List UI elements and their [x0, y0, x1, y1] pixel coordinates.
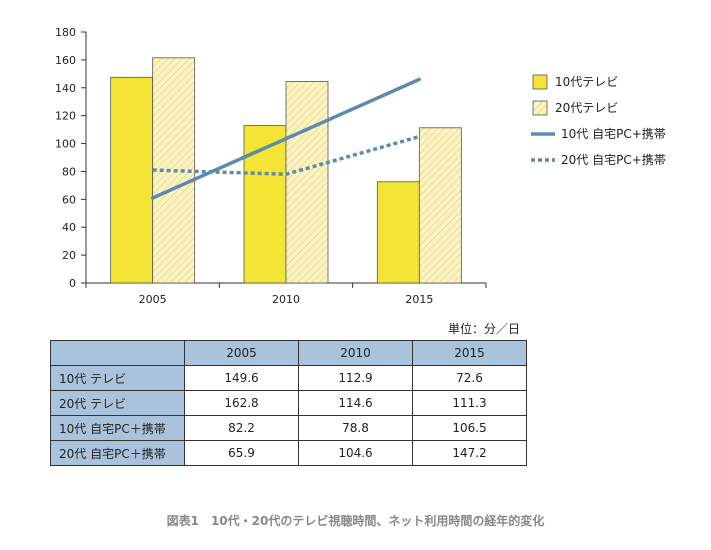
series-line — [150, 77, 422, 200]
x-tick-label: 2010 — [272, 293, 300, 306]
table-cell: 111.3 — [412, 390, 527, 416]
bar — [418, 127, 462, 284]
y-tick-label: 80 — [62, 165, 76, 178]
legend-label: 10代 自宅PC+携帯 — [561, 126, 666, 141]
row-label: 10代 テレビ — [50, 365, 185, 391]
legend: 10代テレビ 20代テレビ 10代 自宅PC+携帯 20代 自宅PC+携帯 — [531, 74, 666, 167]
row-label: 10代 自宅PC＋携帯 — [50, 415, 185, 441]
table-corner-cell — [50, 340, 185, 366]
table-header-cell: 2005 — [184, 340, 299, 366]
bar — [376, 181, 420, 284]
table-cell: 147.2 — [412, 440, 527, 466]
legend-label: 20代 自宅PC+携帯 — [561, 152, 666, 167]
table-cell: 114.6 — [298, 390, 413, 416]
table-row: 20代 自宅PC＋携帯 65.9 104.6 147.2 — [50, 440, 527, 466]
bar — [243, 125, 287, 284]
table-header-row: 2005 2010 2015 — [50, 340, 527, 366]
legend-label: 20代テレビ — [555, 101, 618, 115]
table-cell: 72.6 — [412, 365, 527, 391]
y-tick-label: 40 — [62, 221, 76, 234]
legend-swatch — [532, 74, 548, 90]
y-tick-label: 60 — [62, 193, 76, 206]
table-cell: 104.6 — [298, 440, 413, 466]
tick-labels: 0 20 40 60 80 100 120 140 160 180 2005 2010 2015 — [55, 26, 433, 306]
data-table: 2005 2010 2015 10代 テレビ 149.6 112.9 72.6 … — [50, 340, 527, 466]
table-row: 10代 自宅PC＋携帯 82.2 78.8 106.5 — [50, 415, 527, 441]
figure-caption: 図表1 10代・20代のテレビ視聴時間、ネット利用時間の経年的変化 — [166, 514, 545, 528]
table-row: 10代 テレビ 149.6 112.9 72.6 — [50, 365, 527, 391]
series-line — [152, 134, 420, 176]
table-cell: 78.8 — [298, 415, 413, 441]
table-cell: 106.5 — [412, 415, 527, 441]
y-tick-label: 100 — [55, 138, 76, 151]
row-label: 20代 テレビ — [50, 390, 185, 416]
table-header-cell: 2015 — [412, 340, 527, 366]
bar — [285, 81, 329, 284]
legend-label: 10代テレビ — [555, 75, 618, 89]
y-tick-label: 140 — [55, 82, 76, 95]
y-tick-label: 120 — [55, 110, 76, 123]
table-cell: 112.9 — [298, 365, 413, 391]
x-tick-label: 2015 — [405, 293, 433, 306]
combo-chart: 0 20 40 60 80 100 120 140 160 180 2005 2010 2015 10代… — [55, 26, 666, 306]
table-cell: 162.8 — [184, 390, 299, 416]
y-tick-label: 160 — [55, 54, 76, 67]
y-tick-label: 180 — [55, 26, 76, 39]
table-row: 20代 テレビ 162.8 114.6 111.3 — [50, 390, 527, 416]
y-tick-label: 20 — [62, 249, 76, 262]
lines — [150, 77, 422, 200]
bar — [110, 76, 154, 284]
x-tick-label: 2005 — [139, 293, 167, 306]
table-cell: 82.2 — [184, 415, 299, 441]
y-tick-label: 0 — [69, 277, 76, 290]
table-header-cell: 2010 — [298, 340, 413, 366]
table-cell: 149.6 — [184, 365, 299, 391]
legend-swatch — [532, 100, 548, 116]
table-cell: 65.9 — [184, 440, 299, 466]
row-label: 20代 自宅PC＋携帯 — [50, 440, 185, 466]
unit-label: 単位：分／日 — [448, 322, 521, 336]
